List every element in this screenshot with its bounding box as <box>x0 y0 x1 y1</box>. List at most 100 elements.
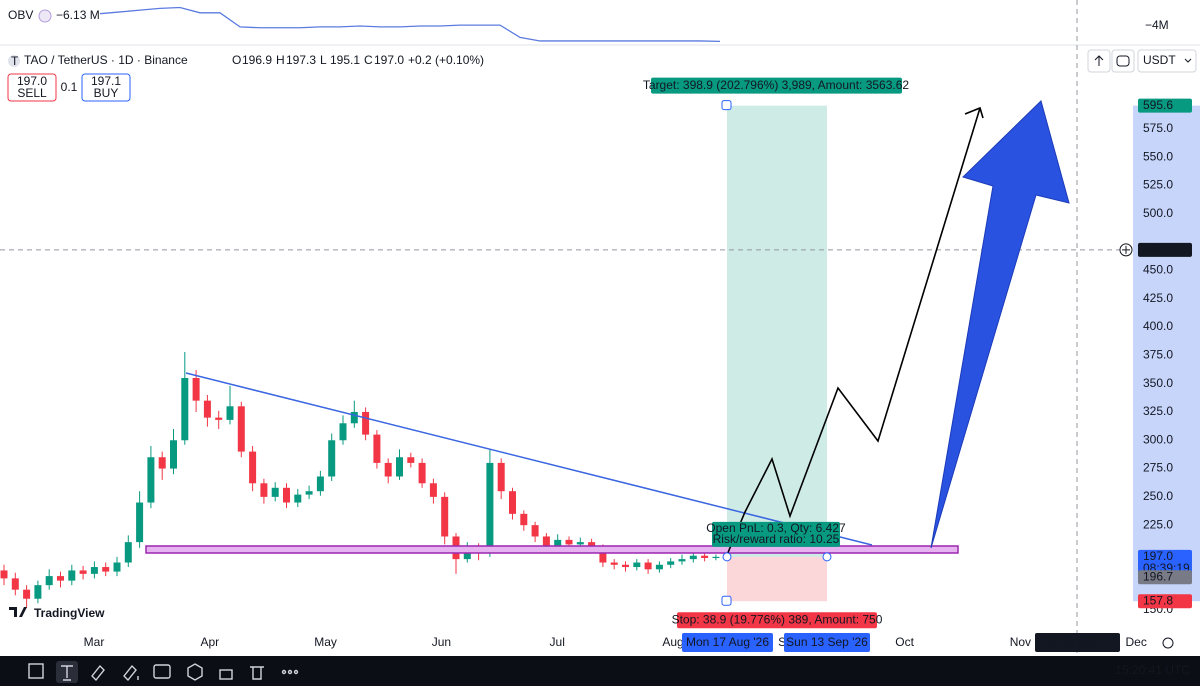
candle-body <box>678 559 686 562</box>
candle-body <box>441 496 449 537</box>
candle-body <box>90 567 98 574</box>
y-tick-label: 525.0 <box>1143 178 1173 192</box>
candle-body <box>79 570 87 574</box>
hide-tool[interactable] <box>187 663 203 681</box>
bid-price-box <box>1138 570 1192 585</box>
x-tick-label: Jun <box>432 635 451 649</box>
stop-label-box <box>677 612 877 629</box>
candle-body <box>622 564 629 568</box>
candle-body <box>339 423 347 441</box>
layout-tool[interactable] <box>28 663 44 679</box>
scroll-button[interactable] <box>1087 49 1111 73</box>
sell-price: 197.0 <box>17 74 47 88</box>
candle-body <box>305 491 313 495</box>
ohlc-value: 195.1 <box>330 53 360 67</box>
more-tool[interactable] <box>281 669 287 675</box>
x-tick-label: Jul <box>550 635 565 649</box>
candle-body <box>215 417 223 420</box>
settings-icon[interactable] <box>1162 637 1174 649</box>
ohlc-key: O <box>232 53 241 67</box>
candle-body <box>542 536 550 548</box>
candle-body <box>34 585 42 599</box>
image-tool[interactable] <box>153 664 171 679</box>
candle-body <box>271 487 279 497</box>
target-handle[interactable] <box>721 100 732 111</box>
candle-body <box>45 576 53 586</box>
candle-body <box>497 462 505 492</box>
support-zone[interactable] <box>145 545 959 554</box>
x-tick-label: May <box>314 635 337 649</box>
y-tick-label: 575.0 <box>1143 121 1173 135</box>
sell-button[interactable] <box>7 73 57 102</box>
currency-button[interactable] <box>1137 49 1197 73</box>
candle-body <box>565 539 573 545</box>
date-label: Sun 13 Sep '26 <box>786 635 868 649</box>
entry-handle[interactable] <box>722 552 732 562</box>
candle-body <box>203 400 211 418</box>
y-tick-label: 300.0 <box>1143 432 1173 446</box>
obv-settings-icon[interactable] <box>38 9 52 23</box>
candle-body <box>407 457 415 463</box>
tv-logo-mark <box>9 607 27 617</box>
lock-tool[interactable] <box>219 669 233 680</box>
x-tick-label: Apr <box>200 635 219 649</box>
axis-highlight <box>1133 105 1200 602</box>
y-tick-label: 400.0 <box>1143 319 1173 333</box>
loss-zone[interactable] <box>727 556 827 602</box>
candle-body <box>11 578 19 590</box>
candle-body <box>689 555 697 560</box>
y-tick-label: 500.0 <box>1143 206 1173 220</box>
stop-handle[interactable] <box>721 595 732 606</box>
y-tick-label: 225.0 <box>1143 517 1173 531</box>
obv-tick-label: −4M <box>1145 18 1169 32</box>
last-price-label: 197.0 <box>1143 549 1173 563</box>
candle-body <box>509 491 516 514</box>
ohlc-value: 197.0 <box>374 53 404 67</box>
candle-body <box>0 570 8 579</box>
date-label: Thu 19 Nov '26 <box>1037 635 1118 649</box>
candle-body <box>124 542 132 563</box>
candle-body <box>633 562 641 568</box>
candle-body <box>418 462 426 484</box>
y-tick-label: 450.0 <box>1143 263 1173 277</box>
candle-body <box>136 502 144 543</box>
candle-body <box>599 547 607 563</box>
entry-handle-right[interactable] <box>822 552 832 562</box>
candle-body <box>396 457 403 477</box>
buy-label: BUY <box>94 86 119 100</box>
trend-line[interactable] <box>185 372 873 546</box>
delete-tool[interactable] <box>250 666 264 680</box>
brush-tool[interactable] <box>91 664 105 682</box>
candle-body <box>226 406 234 420</box>
candle-body <box>237 406 245 452</box>
ohlc-change: +0.2 (+0.10%) <box>408 53 484 67</box>
candle-body <box>712 556 720 558</box>
obv-value: −6.13 M <box>56 8 100 22</box>
target-label: Target: 398.9 (202.796%) 3,989, Amount: … <box>643 78 910 92</box>
reset-button[interactable] <box>1111 49 1135 73</box>
stop-label: Stop: 38.9 (19.776%) 389, Amount: 750 <box>672 612 883 626</box>
x-tick-label: Oct <box>895 635 914 649</box>
symbol-logo <box>8 55 20 67</box>
rr-label: Risk/reward ratio: 10.25 <box>713 532 840 546</box>
ohlc-value: 197.3 <box>286 53 316 67</box>
candle-body <box>554 539 562 548</box>
buy-button[interactable] <box>81 73 131 102</box>
profit-zone[interactable] <box>727 105 827 557</box>
symbol-title[interactable]: TAO / TetherUS · 1D · Binance <box>24 53 188 67</box>
x-tick-label: Nov <box>1010 635 1031 649</box>
target-price-label-box <box>1138 98 1192 113</box>
projection-arrowhead <box>964 106 984 119</box>
projection-path[interactable] <box>726 107 981 556</box>
candle-body <box>350 411 358 424</box>
y-tick-label: 275.0 <box>1143 461 1173 475</box>
candle-body <box>701 555 709 558</box>
date-label-box <box>682 633 773 652</box>
spread: 0.1 <box>61 80 78 94</box>
main-layer <box>0 351 720 608</box>
blue-arrow[interactable] <box>930 100 1070 549</box>
candle-body <box>655 564 663 570</box>
fill-tool[interactable] <box>123 664 139 682</box>
